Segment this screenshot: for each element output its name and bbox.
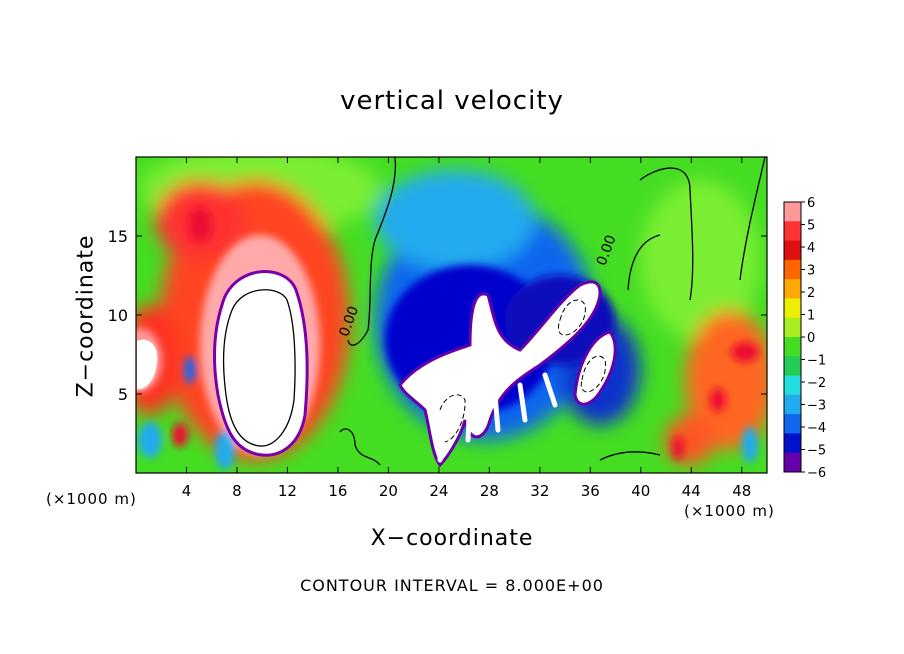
x-tick-label: 8 xyxy=(232,482,242,500)
colorbar-tick-label: 1 xyxy=(807,309,815,324)
colorbar-swatch xyxy=(784,202,801,222)
colorbar-swatch xyxy=(784,394,801,415)
colorbar-tick-label: 4 xyxy=(807,241,815,256)
colorbar: 6 5 4 3 2 1 0 −1 −2 −3 −4 −5 −6 xyxy=(783,196,826,481)
colorbar-swatch xyxy=(784,337,801,357)
x-axis: 4 8 12 16 20 24 28 32 36 40 44 48 xyxy=(182,157,751,500)
colorbar-tick-label: −3 xyxy=(807,399,826,414)
velocity-field xyxy=(136,157,767,473)
colorbar-swatch xyxy=(784,452,801,473)
y-tick-label: 5 xyxy=(118,385,128,404)
colorbar-tick-label: −1 xyxy=(807,354,826,369)
colorbar-tick-label: 3 xyxy=(807,264,815,279)
colorbar-tick-label: −2 xyxy=(807,376,826,391)
x-tick-label: 36 xyxy=(581,482,600,500)
x-tick-label: 20 xyxy=(379,482,398,500)
chart-title: vertical velocity xyxy=(340,86,564,116)
x-tick-label: 40 xyxy=(631,482,650,500)
colorbar-tick-label: −6 xyxy=(807,466,826,481)
y-tick-label: 15 xyxy=(108,227,128,246)
contour-interval-note: CONTOUR INTERVAL = 8.000E+00 xyxy=(300,576,604,595)
colorbar-swatch xyxy=(784,414,801,434)
colorbar-tick-label: −4 xyxy=(807,421,826,436)
colorbar-tick-label: 6 xyxy=(807,196,815,211)
colorbar-tick-label: 5 xyxy=(807,219,815,234)
x-tick-label: 16 xyxy=(328,482,347,500)
colorbar-tick-label: −5 xyxy=(807,444,826,459)
x-tick-label: 4 xyxy=(182,482,192,500)
colorbar-swatch xyxy=(784,240,801,261)
y-tick-label: 10 xyxy=(108,306,128,325)
colorbar-swatch xyxy=(784,279,801,299)
x-tick-label: 48 xyxy=(732,482,751,500)
colorbar-swatch xyxy=(784,375,801,396)
colorbar-swatch xyxy=(784,356,801,377)
x-tick-label: 28 xyxy=(480,482,499,500)
colorbar-swatch xyxy=(784,317,801,338)
colorbar-swatch xyxy=(784,433,801,454)
x-tick-label: 24 xyxy=(429,482,448,500)
colorbar-swatch xyxy=(784,259,801,280)
x-axis-label: X−coordinate xyxy=(370,526,534,551)
x-unit-left: (×1000 m) xyxy=(46,490,137,508)
x-tick-label: 44 xyxy=(682,482,701,500)
y-axis: 5 10 15 xyxy=(108,227,767,404)
colorbar-tick-label: 0 xyxy=(807,331,815,346)
x-unit-right: (×1000 m) xyxy=(684,502,775,520)
x-tick-label: 12 xyxy=(278,482,297,500)
y-axis-label: Z−coordinate xyxy=(73,234,99,398)
x-tick-label: 32 xyxy=(530,482,549,500)
colorbar-swatch xyxy=(784,221,801,242)
colorbar-tick-label: 2 xyxy=(807,286,815,301)
colorbar-swatch xyxy=(784,298,801,319)
